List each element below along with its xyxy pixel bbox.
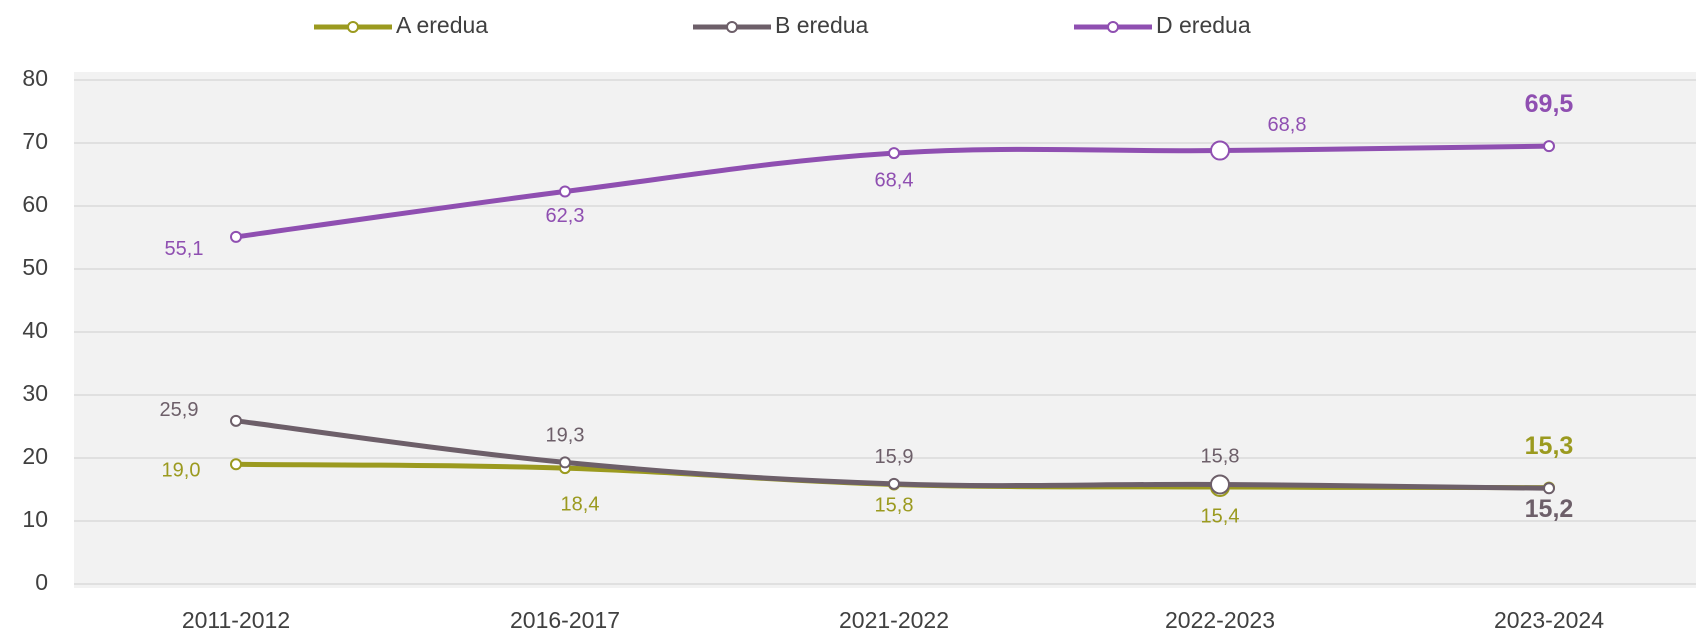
point <box>559 185 571 198</box>
y-tick-label: 20 <box>22 443 48 469</box>
x-tick-label: 2023-2024 <box>1494 607 1604 633</box>
y-tick-label: 40 <box>22 317 48 343</box>
point <box>230 414 242 427</box>
plot-area <box>74 72 1696 588</box>
data-label: 25,9 <box>160 399 199 421</box>
legend-marker <box>726 21 738 33</box>
y-tick-label: 80 <box>22 65 48 91</box>
x-tick-label: 2011-2012 <box>182 607 290 633</box>
data-label: 62,3 <box>546 205 585 227</box>
point <box>230 230 242 243</box>
y-tick-label: 70 <box>22 128 48 154</box>
y-tick-label: 30 <box>22 380 48 406</box>
data-label: 19,3 <box>546 425 585 447</box>
point <box>1543 482 1555 495</box>
legend-label: B eredua <box>775 12 869 38</box>
point <box>1210 474 1230 495</box>
x-tick-label: 2021-2022 <box>839 607 949 633</box>
data-label: 15,8 <box>1201 446 1240 468</box>
legend-label: A eredua <box>396 12 488 38</box>
y-tick-label: 10 <box>22 506 48 532</box>
point <box>1210 140 1230 161</box>
point <box>888 477 900 490</box>
data-label: 68,8 <box>1268 114 1307 136</box>
data-label: 15,9 <box>875 446 914 468</box>
point <box>888 147 900 160</box>
x-tick-label: 2016-2017 <box>510 607 620 633</box>
point <box>230 458 242 471</box>
y-tick-label: 0 <box>35 569 48 595</box>
data-label: 15,2 <box>1525 495 1574 523</box>
legend-marker <box>1107 21 1119 33</box>
x-tick-label: 2022-2023 <box>1165 607 1275 633</box>
y-tick-label: 60 <box>22 191 48 217</box>
data-label: 15,8 <box>875 495 914 517</box>
point <box>1543 140 1555 153</box>
y-tick-label: 50 <box>22 254 48 280</box>
legend-label: D eredua <box>1156 12 1251 38</box>
data-label: 19,0 <box>162 460 201 482</box>
data-label: 15,4 <box>1201 505 1240 527</box>
data-label: 55,1 <box>165 238 204 260</box>
data-label: 18,4 <box>561 493 600 515</box>
data-label: 69,5 <box>1525 90 1574 118</box>
data-label: 68,4 <box>875 169 914 191</box>
point <box>559 456 571 469</box>
legend-marker <box>347 21 359 33</box>
data-label: 15,3 <box>1525 432 1574 460</box>
